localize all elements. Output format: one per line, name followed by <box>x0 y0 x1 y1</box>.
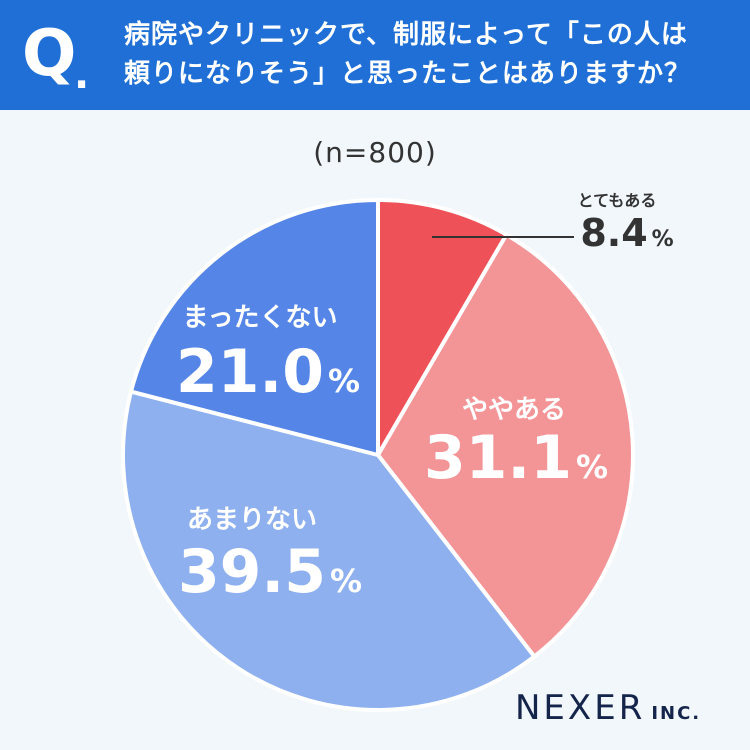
slice-value-2: 31.1% <box>424 423 608 493</box>
slice-label-4: まったくない <box>183 303 338 333</box>
q-dot: . <box>74 52 90 98</box>
q-mark: Q <box>22 17 77 91</box>
question-line-2: 頼りになりそう」と思ったことはありますか？ <box>124 59 692 89</box>
sample-size: (n=800) <box>313 136 437 169</box>
pie-slice-2 <box>376 232 635 659</box>
slice-value-3: 39.5% <box>178 537 362 607</box>
logo-main: NEXER <box>515 688 646 728</box>
nexer-logo: NEXER INC. <box>515 688 701 728</box>
question-header: Q . 病院やクリニックで、制服によって「この人は 頼りになりそう」と思ったこと… <box>0 0 750 110</box>
logo-sub: INC. <box>651 703 702 724</box>
pie-slice-3 <box>121 389 537 712</box>
slice-value-4: 21.0% <box>176 337 360 407</box>
question-line-1: 病院やクリニックで、制服によって「この人は <box>124 20 688 50</box>
pie-slice-1 <box>376 198 509 457</box>
question-text: 病院やクリニックで、制服によって「この人は 頼りになりそう」と思ったことはありま… <box>124 16 734 94</box>
slice-label-2: ややある <box>462 395 566 425</box>
slice-label-3: あまりない <box>187 505 317 535</box>
slice-value-1: 8.4% <box>580 211 673 255</box>
pie-slice-4 <box>129 198 380 457</box>
slice-label-1: とてもある <box>578 191 657 210</box>
